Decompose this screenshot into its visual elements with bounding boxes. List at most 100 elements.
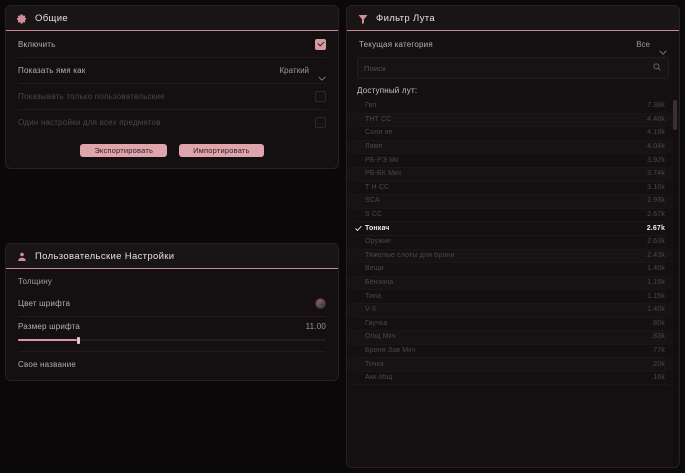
scroll-down-arrow-icon[interactable] — [510, 461, 517, 466]
general-panel-header: Общие — [6, 6, 338, 31]
loot-item-value: .77k — [651, 346, 665, 354]
loot-item-value: 3.92k — [647, 156, 665, 164]
loot-list-item[interactable]: ТНТ СС 4.48k — [347, 112, 679, 127]
loot-list-item[interactable]: Гаучка .80k — [347, 316, 679, 331]
custom-only-checkbox[interactable] — [315, 90, 326, 102]
loot-list-item[interactable]: Типа 1.15k — [347, 289, 679, 303]
gear-icon — [16, 12, 28, 24]
setting-row-enable[interactable]: Включить — [6, 31, 338, 57]
setting-row-global-settings[interactable]: Один настройки для всех предметов — [6, 109, 338, 135]
font-size-slider[interactable] — [6, 336, 338, 345]
loot-item-value: 3.74k — [647, 170, 665, 178]
custom-name-label: Свое название — [18, 359, 77, 369]
loot-item-name: Гаучка — [365, 319, 388, 327]
loot-item-name: Тяжелые слоты для брони — [365, 251, 455, 259]
search-icon[interactable] — [652, 59, 662, 77]
delete-button[interactable]: Удалить — [131, 380, 213, 381]
font-color-label: Цвет шрифта — [18, 298, 71, 308]
category-label: Текущая категория — [359, 39, 433, 49]
loot-item-name: Ламп — [365, 143, 383, 151]
category-value: Все — [636, 39, 650, 49]
loot-item-value: 1.16k — [647, 279, 665, 287]
loot-list-item[interactable]: РБ-РЭ Мк 3.92k — [347, 153, 679, 167]
loot-list-item[interactable]: Броня Зав Мкч .77k — [347, 343, 679, 358]
loot-item-name: Общ Мкч — [365, 333, 396, 341]
loot-item-value: 2.43k — [647, 251, 665, 259]
loot-list-item[interactable]: ГСС SA.15k — [347, 384, 679, 386]
slider-track[interactable] — [18, 337, 326, 344]
loot-item-value: 2.67k — [647, 211, 665, 219]
loot-list-item[interactable]: Бензина 1.16k — [347, 275, 679, 290]
loot-list-item[interactable]: Общ Мкч .83k — [347, 330, 679, 344]
loot-item-name: Броня Зав Мкч — [365, 346, 416, 354]
name-display-select[interactable]: Краткий — [279, 65, 326, 81]
loot-item-name: S СС — [365, 211, 383, 219]
custom-name-row[interactable]: Свое название — [6, 352, 338, 376]
general-panel-title: Общие — [35, 12, 68, 24]
font-color-row[interactable]: Цвет шрифта — [6, 290, 338, 316]
loot-list-scrollbar[interactable] — [673, 98, 677, 467]
loot-item-value: 4.04k — [647, 143, 665, 151]
setting-row-custom-only[interactable]: Показывать только пользовательские — [6, 83, 338, 109]
loot-item-name: Тонкач — [365, 224, 390, 232]
global-settings-checkbox[interactable] — [315, 116, 326, 128]
loot-filter-panel: Фильтр Лута Текущая категория Все Поиск — [346, 5, 680, 468]
search-row[interactable]: Поиск — [357, 57, 669, 79]
enable-checkbox[interactable] — [315, 38, 326, 50]
user-settings-title: Пользовательские Настройки — [35, 250, 175, 262]
loot-list-item[interactable]: РБ-БК Мкч 3.74k — [347, 166, 679, 181]
font-size-row: Размер шрифта 11.00 — [6, 316, 338, 336]
loot-list-item[interactable]: S СС 2.67k — [347, 207, 679, 222]
thickness-section-label: Толщину — [18, 277, 53, 286]
font-size-value: 11.00 — [305, 321, 326, 331]
loot-item-name: Т Н СС — [365, 183, 390, 191]
check-icon — [355, 225, 362, 232]
loot-item-name: ТНТ СС — [365, 115, 392, 123]
loot-filter-title: Фильтр Лута — [376, 12, 436, 24]
scrollbar-thumb[interactable] — [673, 100, 677, 130]
slider-knob[interactable] — [76, 337, 80, 344]
loot-item-name: Бензина — [365, 279, 394, 287]
import-export-button-row: Экспортировать Импортировать — [6, 135, 338, 168]
loot-item-value: .16k — [651, 374, 665, 382]
loot-list[interactable]: Гвл 7.38k ТНТ СС 4.48k Соли не 4.19k Ламп 4.04k… — [347, 99, 679, 386]
available-loot-label: Доступный лут: — [357, 86, 418, 95]
loot-list-item[interactable]: Гвл 7.38k — [347, 99, 679, 113]
loot-item-value: .20k — [651, 360, 665, 368]
setting-row-name-display[interactable]: Показать ямя как Краткий — [6, 57, 338, 83]
loot-list-item[interactable]: Точка .20k — [347, 357, 679, 371]
loot-item-value: 1.15k — [647, 292, 665, 300]
loot-item-name: РБ-РЭ Мк — [365, 156, 399, 164]
loot-list-item[interactable]: V-3 1.40k — [347, 302, 679, 317]
category-row[interactable]: Текущая категория Все — [347, 31, 679, 57]
loot-list-item[interactable]: Тонкач 2.67k — [347, 221, 679, 235]
loot-list-item[interactable]: Соли не 4.19k — [347, 126, 679, 140]
general-settings-panel: Общие Включить Показать ямя как Краткий … — [5, 5, 339, 169]
search-input[interactable]: Поиск — [364, 63, 386, 73]
loot-list-item[interactable]: Вещи 1.40k — [347, 262, 679, 276]
setting-label-custom-only: Показывать только пользовательские — [18, 91, 165, 101]
chevron-down-icon — [659, 42, 667, 55]
loot-item-name: V-3 — [365, 306, 376, 314]
loot-item-value: 1.40k — [647, 265, 665, 273]
color-picker-swatch[interactable] — [315, 297, 326, 309]
loot-item-value: 4.19k — [647, 129, 665, 137]
loot-list-item[interactable]: Оружие 2.63k — [347, 234, 679, 249]
category-select[interactable]: Все — [636, 39, 667, 55]
loot-item-value: 4.48k — [647, 115, 665, 123]
loot-item-name: Типа — [365, 292, 382, 300]
import-button[interactable]: Импортировать — [179, 144, 264, 157]
export-button[interactable]: Экспортировать — [80, 144, 168, 157]
loot-item-value: .80k — [651, 319, 665, 327]
loot-list-item[interactable]: Акк общ .16k — [347, 370, 679, 385]
name-display-value: Краткий — [279, 65, 309, 75]
loot-list-item[interactable]: SCA 2.93k — [347, 194, 679, 208]
user-settings-panel: Пользовательские Настройки Толщину Цвет … — [5, 243, 339, 381]
loot-list-item[interactable]: Тяжелые слоты для брони 2.43k — [347, 248, 679, 263]
loot-item-value: 2.63k — [647, 238, 665, 246]
settings-divider — [18, 351, 326, 352]
loot-list-item[interactable]: Т Н СС 3.10k — [347, 180, 679, 195]
loot-item-value: 3.10k — [647, 183, 665, 191]
loot-list-item[interactable]: Ламп 4.04k — [347, 139, 679, 154]
